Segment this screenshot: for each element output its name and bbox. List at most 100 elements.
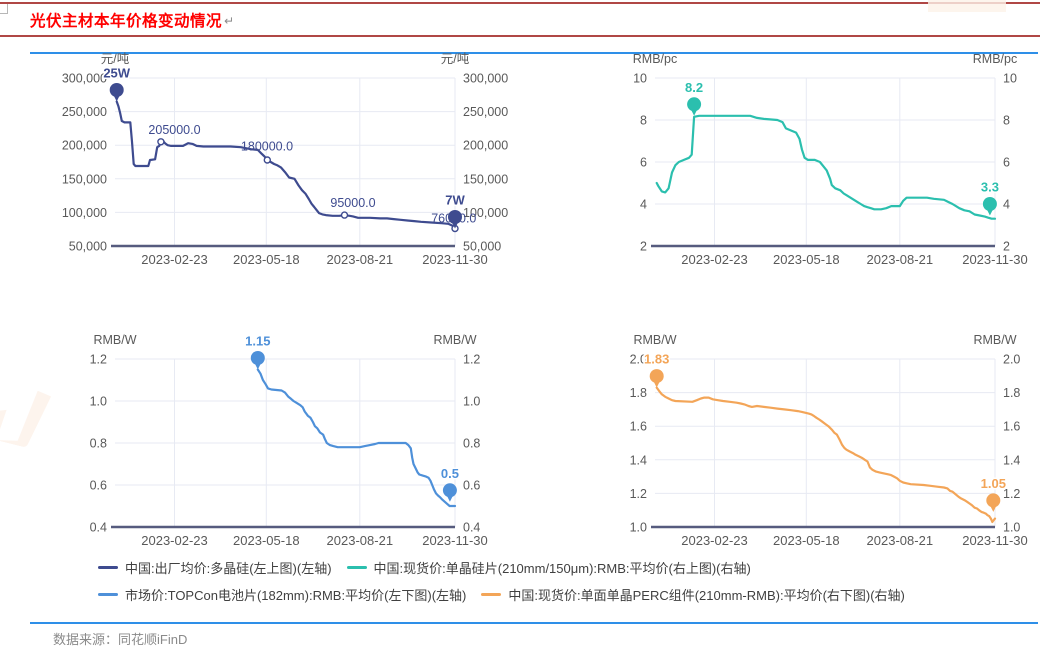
svg-text:200,000: 200,000	[463, 139, 508, 153]
svg-text:2023-11-30: 2023-11-30	[422, 533, 488, 548]
svg-text:1.2: 1.2	[463, 353, 480, 367]
svg-text:2023-02-23: 2023-02-23	[141, 533, 208, 548]
svg-text:2.0: 2.0	[630, 353, 647, 367]
crop-corner-mark	[0, 4, 8, 14]
svg-text:1.05: 1.05	[981, 476, 1006, 491]
svg-text:50,000: 50,000	[69, 240, 107, 254]
svg-text:0.5: 0.5	[441, 466, 459, 481]
svg-text:2023-02-23: 2023-02-23	[681, 252, 748, 267]
svg-text:150,000: 150,000	[62, 172, 107, 186]
svg-text:2023-11-30: 2023-11-30	[962, 533, 1028, 548]
svg-text:2.0: 2.0	[1003, 353, 1020, 367]
svg-text:0.4: 0.4	[463, 521, 480, 535]
svg-text:1.0: 1.0	[630, 521, 647, 535]
legend-label: 中国:出厂均价:多晶硅(左上图)(左轴)	[125, 561, 332, 576]
svg-text:7W: 7W	[445, 193, 465, 208]
svg-text:300,000: 300,000	[62, 72, 107, 86]
svg-text:1.6: 1.6	[1003, 420, 1020, 434]
svg-text:1.2: 1.2	[630, 487, 647, 501]
svg-text:RMB/W: RMB/W	[93, 333, 136, 347]
svg-text:RMB/W: RMB/W	[633, 333, 676, 347]
svg-text:0.6: 0.6	[463, 479, 480, 493]
legend-row-1: 中国:出厂均价:多晶硅(左上图)(左轴) 中国:现货价:单晶硅片(210mm/1…	[98, 558, 1030, 577]
svg-text:8: 8	[1003, 114, 1010, 128]
watermark-fragment	[0, 382, 52, 447]
svg-text:2023-11-30: 2023-11-30	[422, 252, 488, 267]
svg-text:100,000: 100,000	[62, 206, 107, 220]
svg-text:1.0: 1.0	[1003, 521, 1020, 535]
legend-label: 市场价:TOPCon电池片(182mm):RMB:平均价(左下图)(左轴)	[125, 588, 467, 603]
svg-text:1.8: 1.8	[630, 386, 647, 400]
svg-text:180000.0: 180000.0	[241, 140, 293, 154]
svg-text:4: 4	[1003, 198, 1010, 212]
svg-text:1.2: 1.2	[90, 353, 107, 367]
svg-text:2023-05-18: 2023-05-18	[773, 252, 840, 267]
svg-text:0.8: 0.8	[90, 437, 107, 451]
svg-text:元/吨: 元/吨	[441, 52, 470, 66]
svg-text:6: 6	[1003, 156, 1010, 170]
svg-text:2023-08-21: 2023-08-21	[867, 252, 934, 267]
chart-wafer-price: 2 2 4 4 6 6 8 8 10 10 RMB/pc RMB/pc 2023-02-23 2023-0…	[633, 52, 1028, 267]
svg-text:1.4: 1.4	[1003, 453, 1020, 467]
legend-line-swatch-polysilicon	[98, 565, 118, 570]
svg-text:2: 2	[640, 240, 647, 254]
svg-text:元/吨: 元/吨	[101, 52, 130, 66]
svg-text:6: 6	[640, 156, 647, 170]
svg-text:1.0: 1.0	[463, 395, 480, 409]
legend-row-2: 市场价:TOPCon电池片(182mm):RMB:平均价(左下图)(左轴) 中国…	[98, 585, 1030, 604]
svg-text:1.83: 1.83	[644, 352, 669, 367]
svg-text:3.3: 3.3	[981, 180, 999, 195]
top-red-rule	[0, 2, 1040, 4]
svg-text:150,000: 150,000	[463, 172, 508, 186]
svg-text:1.8: 1.8	[1003, 386, 1020, 400]
legend-line-swatch-perc-module	[481, 592, 502, 597]
svg-text:205000.0: 205000.0	[148, 123, 200, 137]
chart-frame-bottom-rule	[30, 622, 1038, 624]
legend-label: 中国:现货价:单面单晶PERC组件(210mm-RMB):平均价(右下图)(右轴…	[508, 588, 905, 603]
legend-line-swatch-wafer	[346, 565, 367, 570]
svg-text:1.15: 1.15	[245, 334, 270, 349]
svg-text:RMB/pc: RMB/pc	[633, 52, 677, 66]
svg-text:2023-08-21: 2023-08-21	[867, 533, 934, 548]
svg-text:300,000: 300,000	[463, 72, 508, 86]
svg-text:8: 8	[640, 114, 647, 128]
svg-text:1.0: 1.0	[90, 395, 107, 409]
svg-text:0.6: 0.6	[90, 479, 107, 493]
svg-text:250,000: 250,000	[62, 105, 107, 119]
svg-text:2023-02-23: 2023-02-23	[141, 252, 208, 267]
title-underline-rule	[0, 35, 1040, 37]
legend: 中国:出厂均价:多晶硅(左上图)(左轴) 中国:现货价:单晶硅片(210mm/1…	[98, 558, 1030, 612]
svg-text:2023-11-30: 2023-11-30	[962, 252, 1028, 267]
legend-line-swatch-topcon-cell	[98, 592, 118, 597]
svg-text:200,000: 200,000	[62, 139, 107, 153]
svg-text:4: 4	[640, 198, 647, 212]
chart-topcon-cell-price: 0.4 0.4 0.6 0.6 0.8 0.8 1.0 1.0 1.2 1.2 RMB/W RMB/W…	[90, 332, 488, 548]
svg-text:2023-05-18: 2023-05-18	[233, 533, 300, 548]
svg-text:2023-08-21: 2023-08-21	[327, 533, 394, 548]
svg-text:25W: 25W	[103, 66, 130, 81]
svg-text:2023-02-23: 2023-02-23	[681, 533, 748, 548]
data-source-note: 数据来源：同花顺iFinD	[53, 632, 188, 647]
svg-text:0.4: 0.4	[90, 521, 107, 535]
svg-text:2: 2	[1003, 240, 1010, 254]
chart-perc-module-price: 1.0 1.0 1.2 1.2 1.4 1.4 1.6 1.6 1.8 1.8 2.0 2.0 RMB/…	[630, 333, 1028, 548]
svg-text:RMB/W: RMB/W	[433, 333, 476, 347]
svg-text:0.8: 0.8	[463, 437, 480, 451]
svg-text:RMB/W: RMB/W	[973, 333, 1016, 347]
legend-item-polysilicon: 中国:出厂均价:多晶硅(左上图)(左轴)	[98, 558, 332, 577]
svg-text:1.2: 1.2	[1003, 487, 1020, 501]
legend-label: 中国:现货价:单晶硅片(210mm/150μm):RMB:平均价(右上图)(右轴…	[373, 561, 751, 576]
svg-text:8.2: 8.2	[685, 80, 703, 95]
page-title: 光伏主材本年价格变动情况 ↵	[30, 9, 235, 31]
legend-item-topcon-cell: 市场价:TOPCon电池片(182mm):RMB:平均价(左下图)(左轴)	[98, 585, 466, 604]
page-title-text: 光伏主材本年价格变动情况	[30, 13, 223, 30]
svg-text:2023-05-18: 2023-05-18	[773, 533, 840, 548]
svg-text:1.6: 1.6	[630, 420, 647, 434]
svg-text:RMB/pc: RMB/pc	[973, 52, 1017, 66]
svg-text:1.4: 1.4	[630, 453, 647, 467]
svg-text:50,000: 50,000	[463, 240, 501, 254]
chart-polysilicon-price: 50,000 50,000 100,000 100,000 150,000 150,000…	[62, 52, 508, 267]
watermark-fragment	[928, 0, 1006, 12]
legend-item-wafer: 中国:现货价:单晶硅片(210mm/150μm):RMB:平均价(右上图)(右轴…	[346, 558, 751, 577]
